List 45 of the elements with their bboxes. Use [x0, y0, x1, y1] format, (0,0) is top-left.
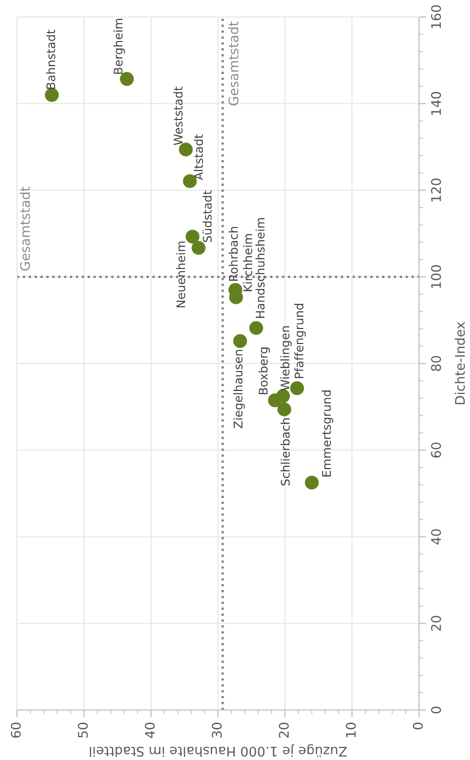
text: Ziegelhausen — [233, 350, 245, 428]
text: Rohrbach — [228, 226, 238, 281]
ref-line-label: Gesamtstadt — [20, 186, 30, 271]
point — [192, 240, 206, 255]
y-tick-label: 120 — [431, 178, 442, 202]
text: Emmertsgrund — [322, 390, 334, 476]
x-tick-label: 20 — [278, 722, 289, 738]
text: Schlierbach — [280, 418, 290, 486]
x-tick-label: 30 — [212, 722, 222, 738]
y-tick-label: 160 — [431, 5, 442, 28]
text: Wieblingen — [280, 326, 292, 391]
ref-line-label: Gesamtstadt — [228, 21, 238, 106]
text: Bergheim — [113, 18, 125, 74]
text: Neuenheim — [176, 242, 186, 308]
y-axis-title: Dichte-Index — [454, 322, 465, 404]
point — [120, 72, 134, 86]
y-tick-label: 20 — [431, 616, 442, 631]
point — [290, 381, 304, 396]
text: Pfaffengrund — [294, 304, 306, 378]
x-tick-label: 10 — [346, 722, 356, 738]
y-tick-label: 60 — [431, 442, 442, 458]
text: Kirchheim — [243, 234, 252, 292]
text: Bahnstadt — [46, 30, 56, 89]
text: Boxberg — [258, 348, 270, 394]
x-tick-label: 60 — [10, 722, 21, 738]
y-tick-label: 100 — [431, 265, 442, 288]
point — [304, 476, 319, 490]
y-tick-label: 40 — [431, 529, 442, 544]
y-tick-label: 0 — [431, 706, 442, 714]
y-tick-label: 80 — [431, 356, 442, 371]
text: Weststadt — [173, 86, 183, 146]
x-tick-label: 40 — [144, 722, 155, 738]
x-axis-title: Zuzüge je 1.000 Haushalte im Stadtteil — [90, 744, 347, 757]
point — [249, 321, 264, 335]
x-tick-label: 50 — [78, 722, 88, 738]
x-tick-label: 0 — [412, 722, 423, 730]
y-tick-label: 140 — [431, 92, 442, 115]
text: Südstadt — [202, 190, 212, 242]
point — [277, 402, 292, 416]
text: Handschuhsheim — [255, 218, 265, 318]
point — [44, 88, 59, 102]
point — [233, 334, 248, 348]
text: Altstadt — [194, 134, 203, 180]
point — [276, 389, 290, 403]
point — [186, 230, 200, 244]
